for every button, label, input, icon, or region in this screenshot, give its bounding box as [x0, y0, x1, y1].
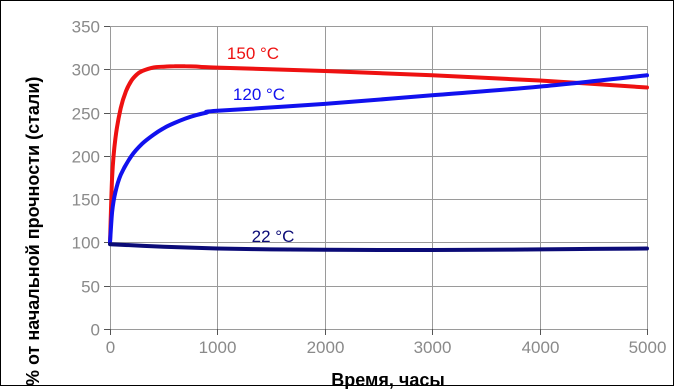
y-tick-label: 150	[72, 191, 100, 210]
series-label-3: 22 °C	[252, 227, 295, 246]
x-axis-title: Время, часы	[331, 370, 444, 389]
series-lines	[108, 64, 649, 253]
y-tick-label: 50	[81, 278, 100, 297]
series-line-3	[108, 242, 649, 253]
y-tick-label: 100	[72, 234, 100, 253]
x-tick-label: 4000	[522, 338, 560, 357]
y-tick-label: 200	[72, 148, 100, 167]
tick-labels: 0 1000 2000 3000 4000 5000 0 50 100 150 200 250 300 3…	[72, 18, 667, 358]
x-tick-label: 1000	[199, 338, 237, 357]
x-tick-label: 2000	[307, 338, 345, 357]
series-label-1: 150 °C	[227, 44, 279, 63]
series-line-1	[108, 64, 649, 245]
series-label-2: 120 °C	[233, 85, 285, 104]
x-tick-label: 3000	[414, 338, 452, 357]
y-tick-label: 350	[72, 18, 100, 37]
y-axis-title: % от начальной прочности (стали)	[23, 77, 43, 386]
y-tick-label: 300	[72, 61, 100, 80]
series-line-2	[108, 73, 649, 245]
y-tick-label: 250	[72, 105, 100, 124]
x-tick-label: 0	[106, 338, 115, 357]
x-tick-label: 5000	[629, 338, 667, 357]
y-tick-label: 0	[91, 321, 100, 340]
